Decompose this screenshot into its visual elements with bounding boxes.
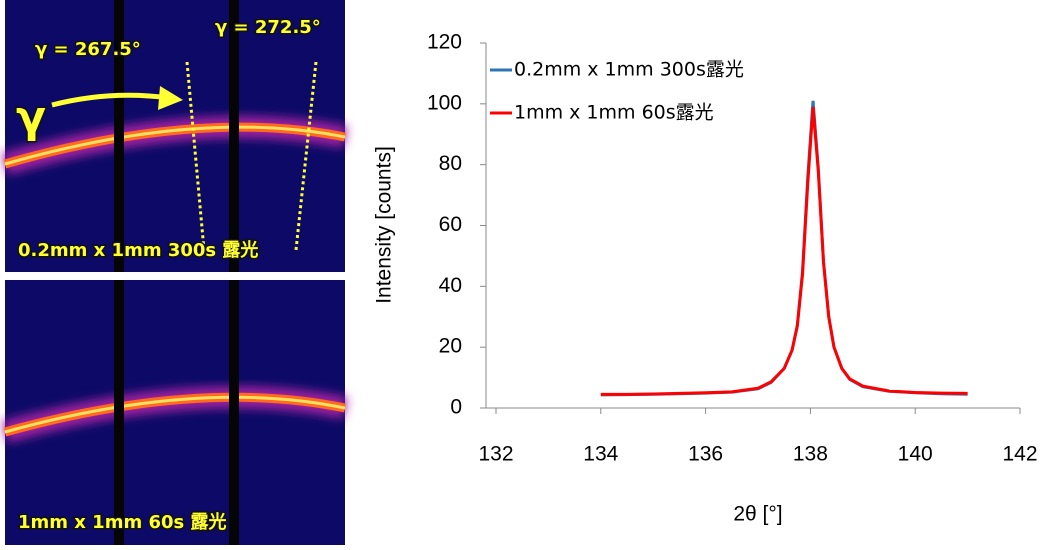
- x-axis-label: 2θ [°]: [733, 503, 782, 526]
- detector-image-1: γ = 267.5° γ = 272.5° γ 0.2mm x 1mm 300s…: [1, 0, 348, 272]
- x-tick-label: 142: [1002, 443, 1037, 466]
- y-tick-label: 0: [450, 396, 462, 419]
- panel-label: 0.2mm x 1mm 300s 露光: [18, 239, 258, 261]
- y-tick-label: 120: [427, 31, 462, 54]
- gamma-annotation: γ = 272.5°: [215, 17, 321, 38]
- y-axis-label: Intensity [counts]: [373, 146, 396, 304]
- gamma-symbol: γ: [16, 92, 46, 143]
- legend-label: 0.2mm x 1mm 300s露光: [514, 59, 744, 81]
- x-tick-label: 138: [793, 443, 828, 466]
- y-tick-label: 100: [427, 91, 462, 114]
- gamma-annotation: γ = 267.5°: [35, 39, 141, 60]
- y-tick-label: 60: [439, 213, 462, 236]
- series-line: [600, 106, 968, 396]
- detector-image-2: 1mm x 1mm 60s 露光: [2, 280, 348, 545]
- chart: Intensity [counts] 2θ [°] 0 20 40 60 80 100 12…: [373, 31, 1038, 526]
- legend-label: 1mm x 1mm 60s露光: [514, 102, 714, 124]
- x-tick-label: 132: [478, 443, 513, 466]
- x-tick-label: 140: [898, 443, 933, 466]
- x-tick-label: 136: [688, 443, 723, 466]
- y-tick-label: 80: [439, 152, 462, 175]
- y-tick-label: 40: [439, 274, 462, 297]
- y-tick-label: 20: [439, 335, 462, 358]
- series-line: [600, 100, 968, 397]
- panel-label: 1mm x 1mm 60s 露光: [18, 511, 227, 533]
- x-tick-label: 134: [583, 443, 618, 466]
